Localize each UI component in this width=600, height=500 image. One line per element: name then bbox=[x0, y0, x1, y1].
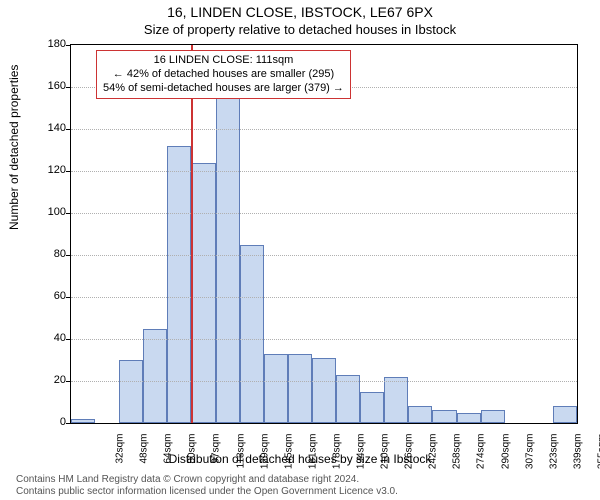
gridline bbox=[71, 381, 577, 382]
xtick-label: 339sqm bbox=[572, 434, 583, 474]
ytick-label: 100 bbox=[48, 206, 66, 218]
ytick-mark bbox=[66, 255, 71, 256]
gridline bbox=[71, 255, 577, 256]
ytick-mark bbox=[66, 339, 71, 340]
histogram-bar bbox=[71, 419, 95, 423]
xtick-label: 48sqm bbox=[139, 434, 150, 474]
histogram-bar bbox=[264, 354, 288, 423]
marker-line bbox=[191, 45, 193, 423]
gridline bbox=[71, 339, 577, 340]
xtick-label: 161sqm bbox=[307, 434, 318, 474]
ytick-label: 40 bbox=[54, 332, 66, 344]
footer-attribution: Contains HM Land Registry data © Crown c… bbox=[16, 474, 398, 498]
ytick-label: 80 bbox=[54, 248, 66, 260]
histogram-bar bbox=[360, 392, 384, 424]
xtick-label: 307sqm bbox=[524, 434, 535, 474]
histogram-bar bbox=[240, 245, 264, 424]
xtick-label: 145sqm bbox=[283, 434, 294, 474]
gridline bbox=[71, 213, 577, 214]
xtick-label: 194sqm bbox=[356, 434, 367, 474]
footer-line-1: Contains HM Land Registry data © Crown c… bbox=[16, 474, 398, 486]
ytick-mark bbox=[66, 213, 71, 214]
ytick-label: 60 bbox=[54, 290, 66, 302]
histogram-bar bbox=[143, 329, 167, 424]
xtick-label: 355sqm bbox=[596, 434, 600, 474]
xtick-label: 64sqm bbox=[163, 434, 174, 474]
xtick-label: 178sqm bbox=[331, 434, 342, 474]
xtick-label: 210sqm bbox=[380, 434, 391, 474]
histogram-bar bbox=[191, 163, 215, 423]
xtick-label: 290sqm bbox=[500, 434, 511, 474]
ytick-label: 120 bbox=[48, 164, 66, 176]
histogram-bar bbox=[312, 358, 336, 423]
xtick-label: 323sqm bbox=[548, 434, 559, 474]
xtick-label: 226sqm bbox=[404, 434, 415, 474]
ytick-label: 0 bbox=[60, 416, 66, 428]
footer-line-2: Contains public sector information licen… bbox=[16, 486, 398, 498]
ytick-label: 180 bbox=[48, 38, 66, 50]
xtick-label: 32sqm bbox=[115, 434, 126, 474]
xtick-label: 97sqm bbox=[211, 434, 222, 474]
annotation-line: 54% of semi-detached houses are larger (… bbox=[103, 82, 344, 96]
chart-title-sub: Size of property relative to detached ho… bbox=[0, 22, 600, 37]
histogram-bar bbox=[553, 406, 577, 423]
annotation-box: 16 LINDEN CLOSE: 111sqm← 42% of detached… bbox=[96, 50, 351, 99]
ytick-mark bbox=[66, 45, 71, 46]
ytick-mark bbox=[66, 297, 71, 298]
ytick-label: 140 bbox=[48, 122, 66, 134]
chart-title-main: 16, LINDEN CLOSE, IBSTOCK, LE67 6PX bbox=[0, 4, 600, 20]
gridline bbox=[71, 171, 577, 172]
histogram-bar bbox=[432, 410, 456, 423]
plot-area bbox=[70, 44, 578, 424]
gridline bbox=[71, 129, 577, 130]
ytick-label: 160 bbox=[48, 80, 66, 92]
histogram-bar bbox=[119, 360, 143, 423]
xtick-label: 242sqm bbox=[428, 434, 439, 474]
ytick-label: 20 bbox=[54, 374, 66, 386]
histogram-bar bbox=[384, 377, 408, 423]
histogram-bar bbox=[408, 406, 432, 423]
xtick-label: 129sqm bbox=[259, 434, 270, 474]
xtick-label: 274sqm bbox=[476, 434, 487, 474]
histogram-bar bbox=[481, 410, 505, 423]
gridline bbox=[71, 297, 577, 298]
histogram-bar bbox=[457, 413, 481, 424]
ytick-mark bbox=[66, 171, 71, 172]
annotation-line: 16 LINDEN CLOSE: 111sqm bbox=[103, 54, 344, 68]
xtick-label: 80sqm bbox=[187, 434, 198, 474]
ytick-mark bbox=[66, 423, 71, 424]
xtick-label: 113sqm bbox=[235, 434, 246, 474]
ytick-mark bbox=[66, 87, 71, 88]
ytick-mark bbox=[66, 129, 71, 130]
ytick-mark bbox=[66, 381, 71, 382]
xtick-label: 258sqm bbox=[452, 434, 463, 474]
annotation-line: ← 42% of detached houses are smaller (29… bbox=[103, 68, 344, 82]
bars-container bbox=[71, 45, 577, 423]
histogram-bar bbox=[288, 354, 312, 423]
y-axis-label: Number of detached properties bbox=[7, 65, 21, 230]
